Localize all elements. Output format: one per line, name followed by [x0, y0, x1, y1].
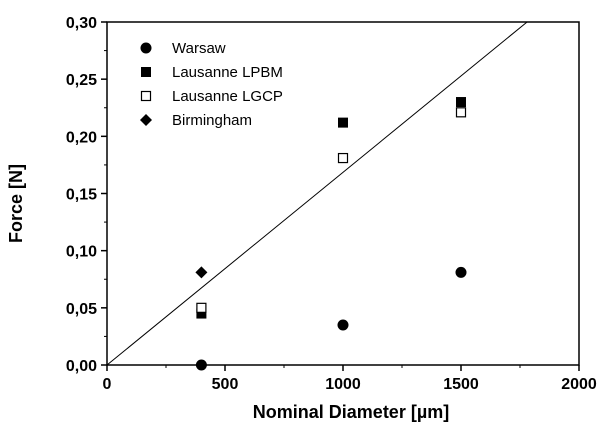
- data-point: [196, 308, 207, 319]
- x-tick-label: 2000: [561, 376, 597, 393]
- data-point: [455, 107, 467, 118]
- y-tick-label: 0,20: [66, 129, 97, 146]
- legend: Warsaw Lausanne LPBM Lausanne LGCP Birmingh…: [140, 40, 283, 129]
- y-tick-label: 0,15: [66, 187, 97, 204]
- legend-label: Warsaw: [172, 40, 226, 57]
- legend-marker: [141, 67, 151, 77]
- y-tick-label: 0,30: [66, 15, 97, 32]
- y-tick-label: 0,05: [66, 301, 97, 318]
- legend-marker: [140, 114, 152, 126]
- data-point: [337, 152, 349, 164]
- legend-label: Birmingham: [172, 112, 252, 129]
- data-point: [338, 117, 348, 128]
- y-tick-label: 0,10: [66, 244, 97, 261]
- data-point: [456, 97, 466, 108]
- x-tick-label: 500: [212, 376, 239, 393]
- axes: 0 500 1000 1500 2000 0,00 0,05 0,10 0,15 0,20 0,25…: [66, 15, 597, 393]
- data-point: [196, 302, 207, 313]
- y-tick-label: 0,00: [66, 358, 97, 375]
- x-axis-title: Nominal Diameter [µm]: [253, 402, 449, 422]
- legend-label: Lausanne LPBM: [172, 64, 283, 81]
- x-tick-label: 1000: [325, 376, 361, 393]
- reference-line-group: [106, 21, 528, 366]
- legend-label: Lausanne LGCP: [172, 88, 283, 105]
- x-tick-label: 0: [103, 376, 112, 393]
- data-point: [195, 266, 208, 279]
- data-point: [455, 266, 467, 278]
- x-tick-label: 1500: [443, 376, 479, 393]
- y-axis-title: Force [N]: [6, 164, 26, 243]
- legend-marker: [140, 42, 152, 54]
- y-tick-label: 0,25: [66, 72, 97, 89]
- legend-marker: [140, 90, 152, 102]
- data-points: [195, 97, 467, 371]
- data-point: [337, 319, 349, 331]
- reference-line: [106, 21, 528, 366]
- data-point: [195, 359, 207, 371]
